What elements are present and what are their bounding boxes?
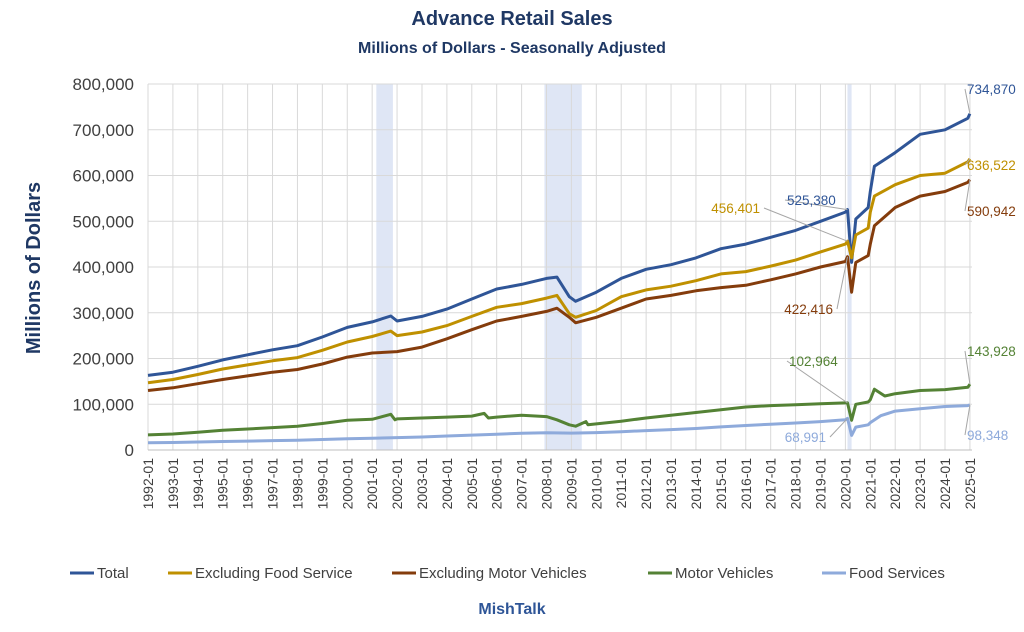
x-tick-label: 2016-01	[738, 458, 754, 510]
legend-label: Food Services	[849, 565, 945, 582]
axes: 0 100,000 200,000 300,000 400,000 500,000 600,…	[73, 75, 978, 509]
series-line-total	[147, 113, 972, 377]
x-tick-label: 2022-01	[887, 458, 903, 510]
y-tick-label: 400,000	[73, 258, 134, 277]
x-tick-label: 2023-01	[912, 458, 928, 510]
x-tick-label: 2014-01	[688, 458, 704, 510]
series-lines	[147, 113, 972, 445]
data-label: 636,522	[967, 158, 1016, 173]
data-label: 102,964	[789, 354, 838, 369]
x-tick-label: 2024-01	[937, 458, 953, 510]
x-tick-label: 2006-01	[489, 458, 505, 510]
x-tick-label: 2017-01	[763, 458, 779, 510]
x-tick-label: 1995-01	[215, 458, 231, 510]
legend-label: Excluding Motor Vehicles	[419, 565, 587, 582]
annotation-leader	[964, 350, 971, 385]
footer-brand: MishTalk	[478, 601, 545, 618]
x-tick-label: 1998-01	[289, 458, 305, 510]
data-label: 525,380	[787, 193, 836, 208]
x-tick-label: 2011-01	[613, 458, 629, 509]
annotation-leader	[964, 158, 971, 166]
x-tick-label: 2008-01	[539, 458, 555, 510]
data-label: 143,928	[967, 344, 1016, 359]
data-label: 590,942	[967, 204, 1016, 219]
x-tick-label: 2020-01	[837, 458, 853, 510]
x-tick-label: 2002-01	[389, 458, 405, 510]
x-tick-label: 2000-01	[339, 458, 355, 510]
data-label: 422,416	[784, 302, 833, 317]
annotation-leader	[786, 360, 848, 404]
legend-label: Total	[97, 565, 129, 582]
series-line-food-services	[147, 403, 971, 445]
data-label: 456,401	[711, 201, 760, 216]
y-tick-label: 800,000	[73, 75, 134, 94]
x-tick-label: 2015-01	[713, 458, 729, 510]
annotation-leader	[836, 256, 848, 310]
x-tick-label: 2007-01	[514, 458, 530, 510]
legend: Total Excluding Food Service Excluding Mot…	[70, 565, 945, 582]
x-tick-label: 2025-01	[962, 458, 978, 510]
y-tick-label: 500,000	[73, 212, 134, 231]
data-label: 98,348	[967, 428, 1008, 443]
annotation-leader	[964, 179, 971, 212]
series-line-excluding-food-service	[147, 157, 972, 385]
annotation-leader	[964, 88, 971, 114]
value-annotations: 734,870 636,522 590,942 143,928 98,348 525,38…	[711, 82, 1016, 445]
y-tick-label: 300,000	[73, 304, 134, 323]
annotation-leader	[763, 207, 848, 242]
series-line-excluding-motor-vehicles	[147, 178, 972, 392]
x-tick-label: 2009-01	[563, 458, 579, 510]
y-tick-label: 100,000	[73, 395, 134, 414]
x-tick-label: 2010-01	[588, 458, 604, 510]
data-label: 68,991	[785, 430, 826, 445]
x-tick-label: 1994-01	[190, 458, 206, 510]
x-tick-label: 2021-01	[862, 458, 878, 510]
x-tick-label: 2005-01	[464, 458, 480, 510]
y-axis-label: Millions of Dollars	[23, 182, 45, 354]
y-tick-label: 0	[125, 441, 134, 460]
annotation-leader	[784, 199, 848, 211]
x-tick-label: 2012-01	[638, 458, 654, 510]
series-line-motor-vehicles	[147, 383, 972, 437]
x-tick-label: 2019-01	[812, 458, 828, 510]
chart-subtitle: Millions of Dollars - Seasonally Adjuste…	[358, 40, 666, 57]
x-tick-label: 1999-01	[314, 458, 330, 510]
y-tick-label: 600,000	[73, 167, 134, 186]
x-tick-label: 1996-01	[240, 458, 256, 510]
x-tick-label: 2004-01	[439, 458, 455, 510]
x-tick-label: 2013-01	[663, 458, 679, 510]
chart-title: Advance Retail Sales	[411, 8, 612, 30]
y-tick-label: 700,000	[73, 121, 134, 140]
x-tick-label: 1997-01	[265, 458, 281, 510]
annotation-leader	[964, 404, 971, 436]
y-tick-label: 200,000	[73, 350, 134, 369]
data-label: 734,870	[967, 82, 1016, 97]
x-tick-label: 1993-01	[165, 458, 181, 510]
legend-label: Excluding Food Service	[195, 565, 353, 582]
x-tick-label: 2018-01	[788, 458, 804, 510]
legend-label: Motor Vehicles	[675, 565, 773, 582]
x-tick-label: 1992-01	[140, 458, 156, 510]
x-tick-label: 2001-01	[364, 458, 380, 510]
annotation-leader	[829, 418, 848, 438]
x-tick-label: 2003-01	[414, 458, 430, 510]
